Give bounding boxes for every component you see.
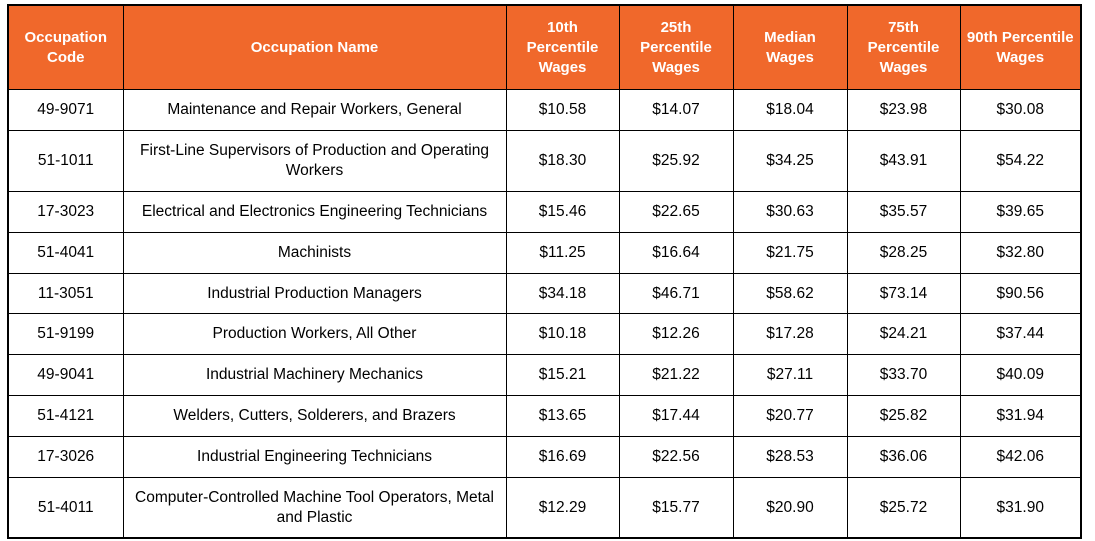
wage-90th-cell: $40.09 xyxy=(959,354,1082,397)
wage-75th-cell: $23.98 xyxy=(846,89,961,132)
wage-25th-cell: $14.07 xyxy=(618,89,734,132)
wage-median-cell: $17.28 xyxy=(732,313,848,356)
occupation-name-cell: Industrial Production Managers xyxy=(122,272,507,315)
wage-median-cell: $20.90 xyxy=(732,476,848,539)
wage-median-header: Median Wages xyxy=(732,4,848,91)
wage-90th-cell: $54.22 xyxy=(959,130,1082,192)
wage-25th-cell: $12.26 xyxy=(618,313,734,356)
occupation-code-cell: 51-4121 xyxy=(7,395,124,437)
table-body: 49-9071 Maintenance and Repair Workers, G… xyxy=(7,89,1082,539)
occupation-code-header: Occupation Code xyxy=(7,4,124,91)
wage-90th-cell: $30.08 xyxy=(959,89,1082,132)
occupation-code-cell: 51-4011 xyxy=(7,476,124,539)
occupation-code-cell: 49-9071 xyxy=(7,89,124,132)
wage-25th-percentile-header: 25th Percentile Wages xyxy=(618,4,734,91)
wage-25th-cell: $46.71 xyxy=(618,272,734,315)
wage-10th-cell: $10.58 xyxy=(505,89,620,132)
wage-75th-percentile-header: 75th Percentile Wages xyxy=(846,4,961,91)
wage-75th-cell: $25.72 xyxy=(846,476,961,539)
wage-25th-cell: $16.64 xyxy=(618,231,734,274)
wage-90th-cell: $32.80 xyxy=(959,231,1082,274)
wage-75th-cell: $36.06 xyxy=(846,435,961,478)
wage-10th-cell: $16.69 xyxy=(505,435,620,478)
wage-median-cell: $58.62 xyxy=(732,272,848,315)
wage-median-cell: $34.25 xyxy=(732,130,848,192)
table-row: 11-3051 Industrial Production Managers $34… xyxy=(7,272,1082,315)
wage-10th-percentile-header: 10th Percentile Wages xyxy=(505,4,620,91)
occupation-name-cell: Maintenance and Repair Workers, General xyxy=(122,89,507,132)
wage-10th-cell: $12.29 xyxy=(505,476,620,539)
wage-90th-cell: $90.56 xyxy=(959,272,1082,315)
table-row: 51-9199 Production Workers, All Other $10.… xyxy=(7,313,1082,356)
wage-median-cell: $30.63 xyxy=(732,190,848,233)
wage-median-cell: $27.11 xyxy=(732,354,848,397)
wage-25th-cell: $17.44 xyxy=(618,395,734,437)
occupation-name-cell: Welders, Cutters, Solderers, and Brazers xyxy=(122,395,507,437)
table-row: 17-3023 Electrical and Electronics Engine… xyxy=(7,190,1082,233)
occupation-name-cell: First-Line Supervisors of Production and… xyxy=(122,130,507,192)
occupation-name-cell: Industrial Engineering Technicians xyxy=(122,435,507,478)
wage-median-cell: $21.75 xyxy=(732,231,848,274)
wage-10th-cell: $11.25 xyxy=(505,231,620,274)
wage-10th-cell: $15.46 xyxy=(505,190,620,233)
wage-90th-cell: $37.44 xyxy=(959,313,1082,356)
occupation-code-cell: 17-3023 xyxy=(7,190,124,233)
occupation-wages-table: Occupation Code Occupation Name 10th Perce… xyxy=(7,4,1082,540)
wage-75th-cell: $28.25 xyxy=(846,231,961,274)
wage-25th-cell: $21.22 xyxy=(618,354,734,397)
wage-10th-cell: $34.18 xyxy=(505,272,620,315)
occupation-name-cell: Production Workers, All Other xyxy=(122,313,507,356)
table-row: 51-4041 Machinists $11.25 $16.64 $21.75 $28.2… xyxy=(7,231,1082,274)
wage-90th-cell: $42.06 xyxy=(959,435,1082,478)
wage-90th-cell: $39.65 xyxy=(959,190,1082,233)
occupation-name-cell: Industrial Machinery Mechanics xyxy=(122,354,507,397)
occupation-code-cell: 51-1011 xyxy=(7,130,124,192)
occupation-code-cell: 17-3026 xyxy=(7,435,124,478)
wage-median-cell: $28.53 xyxy=(732,435,848,478)
wage-10th-cell: $10.18 xyxy=(505,313,620,356)
table-row: 51-1011 First-Line Supervisors of Product… xyxy=(7,130,1082,192)
wage-75th-cell: $35.57 xyxy=(846,190,961,233)
wage-75th-cell: $43.91 xyxy=(846,130,961,192)
wage-75th-cell: $24.21 xyxy=(846,313,961,356)
wage-10th-cell: $15.21 xyxy=(505,354,620,397)
table-row: 51-4121 Welders, Cutters, Solderers, and … xyxy=(7,395,1082,437)
wage-75th-cell: $25.82 xyxy=(846,395,961,437)
wage-75th-cell: $73.14 xyxy=(846,272,961,315)
occupation-code-cell: 49-9041 xyxy=(7,354,124,397)
wage-10th-cell: $18.30 xyxy=(505,130,620,192)
table-row: 17-3026 Industrial Engineering Technician… xyxy=(7,435,1082,478)
wage-25th-cell: $22.56 xyxy=(618,435,734,478)
occupation-code-cell: 51-4041 xyxy=(7,231,124,274)
occupation-name-cell: Electrical and Electronics Engineering T… xyxy=(122,190,507,233)
occupation-name-header: Occupation Name xyxy=(122,4,507,91)
wage-25th-cell: $22.65 xyxy=(618,190,734,233)
wage-90th-cell: $31.94 xyxy=(959,395,1082,437)
wage-median-cell: $20.77 xyxy=(732,395,848,437)
wage-median-cell: $18.04 xyxy=(732,89,848,132)
occupation-code-cell: 11-3051 xyxy=(7,272,124,315)
wage-25th-cell: $15.77 xyxy=(618,476,734,539)
table-header: Occupation Code Occupation Name 10th Perce… xyxy=(7,4,1082,91)
header-row: Occupation Code Occupation Name 10th Perce… xyxy=(7,4,1082,91)
table-row: 51-4011 Computer-Controlled Machine Tool … xyxy=(7,476,1082,539)
wage-90th-cell: $31.90 xyxy=(959,476,1082,539)
table-row: 49-9071 Maintenance and Repair Workers, G… xyxy=(7,89,1082,132)
occupation-name-cell: Machinists xyxy=(122,231,507,274)
occupation-name-cell: Computer-Controlled Machine Tool Operato… xyxy=(122,476,507,539)
occupation-code-cell: 51-9199 xyxy=(7,313,124,356)
wage-90th-percentile-header: 90th Percentile Wages xyxy=(959,4,1082,91)
table-row: 49-9041 Industrial Machinery Mechanics $15… xyxy=(7,354,1082,397)
wage-25th-cell: $25.92 xyxy=(618,130,734,192)
wage-75th-cell: $33.70 xyxy=(846,354,961,397)
wage-10th-cell: $13.65 xyxy=(505,395,620,437)
